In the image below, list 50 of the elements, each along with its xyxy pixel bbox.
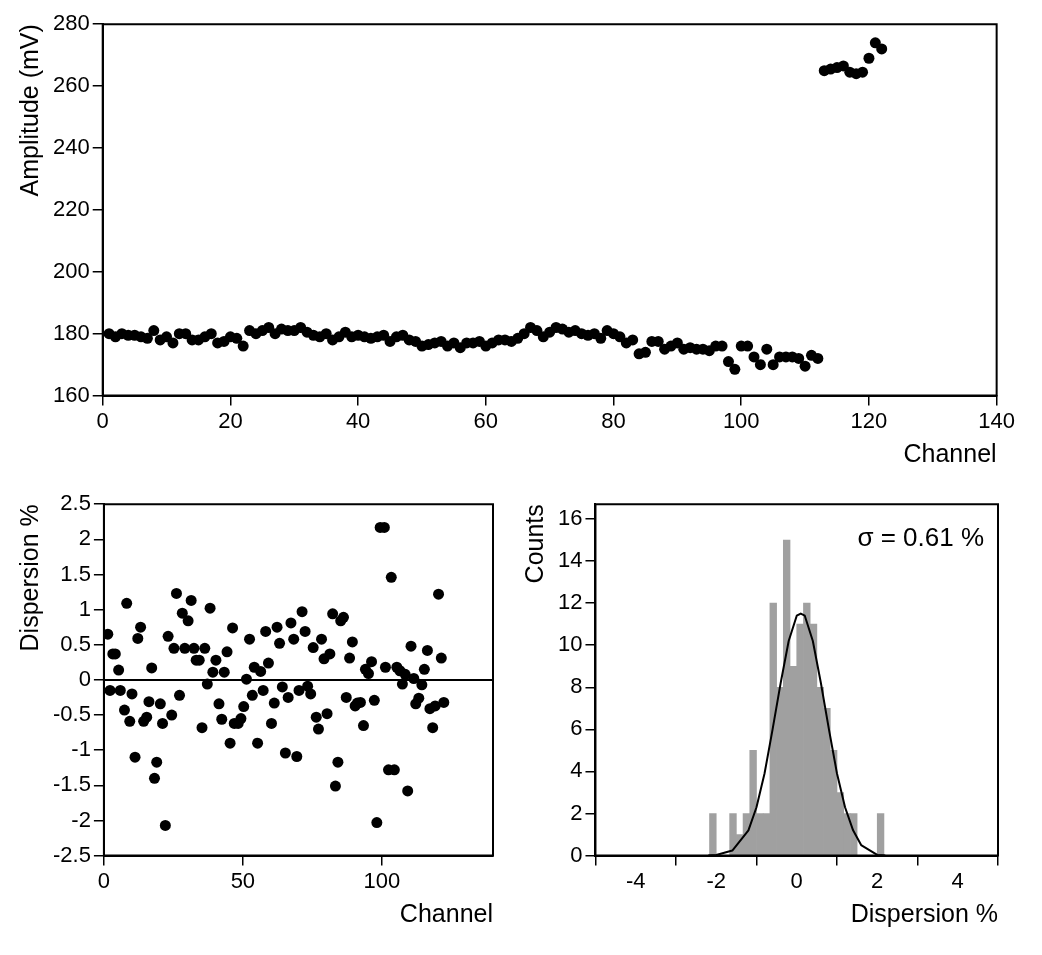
y-tick-label: -1.5	[52, 771, 91, 797]
y-tick-label: 8	[570, 673, 583, 699]
y-tick-label: 180	[52, 319, 90, 345]
y-axis-title: Dispersion %	[14, 504, 43, 652]
y-tick-label: 10	[557, 631, 583, 657]
annotation: σ = 0.61 %	[857, 522, 984, 553]
x-axis-title: Channel	[399, 898, 493, 927]
x-tick-label: 120	[850, 407, 888, 433]
x-tick-label: 20	[218, 407, 243, 433]
x-tick-label: 140	[978, 407, 1016, 433]
y-tick-label: 2	[78, 525, 91, 551]
y-tick-label: 0	[78, 665, 91, 691]
y-tick-label: 220	[52, 195, 90, 221]
y-tick-label: 6	[570, 715, 583, 741]
x-tick-label: 50	[230, 867, 256, 893]
y-tick-label: 260	[52, 72, 90, 98]
y-tick-label: 1	[78, 595, 91, 621]
x-tick-label: -2	[706, 867, 727, 893]
y-tick-label: 200	[52, 257, 90, 283]
y-axis-title: Amplitude (mV)	[14, 24, 43, 197]
y-tick-label: 2	[570, 799, 583, 825]
y-tick-label: 1.5	[60, 560, 91, 586]
y-tick-label: -2	[71, 806, 91, 832]
x-tick-label: 100	[363, 867, 401, 893]
x-axis-title: Channel	[903, 438, 997, 467]
y-tick-label: -2.5	[52, 841, 91, 867]
x-tick-label: 0	[96, 407, 109, 433]
x-tick-label: 0	[790, 867, 803, 893]
y-tick-label: 12	[557, 589, 583, 615]
x-axis-title: Dispersion %	[850, 898, 998, 927]
y-axis-title: Counts	[519, 504, 548, 584]
x-tick-label: -4	[625, 867, 646, 893]
y-tick-label: 14	[557, 547, 583, 573]
x-tick-label: 100	[722, 407, 760, 433]
y-tick-label: 16	[557, 504, 583, 530]
y-tick-label: -0.5	[52, 701, 91, 727]
y-tick-label: 2.5	[60, 490, 91, 516]
x-tick-label: 40	[345, 407, 371, 433]
x-tick-label: 0	[97, 867, 111, 893]
y-tick-label: 240	[52, 134, 90, 160]
x-tick-label: 80	[601, 407, 626, 433]
x-tick-label: 2	[871, 867, 884, 893]
x-tick-label: 4	[951, 867, 964, 893]
y-tick-label: 0.5	[60, 630, 91, 656]
x-tick-label: 60	[473, 407, 499, 433]
y-tick-label: 160	[52, 381, 90, 407]
y-tick-label: 280	[52, 10, 90, 36]
y-tick-label: 0	[570, 841, 583, 867]
y-tick-label: 4	[570, 757, 583, 783]
y-tick-label: -1	[71, 736, 91, 762]
